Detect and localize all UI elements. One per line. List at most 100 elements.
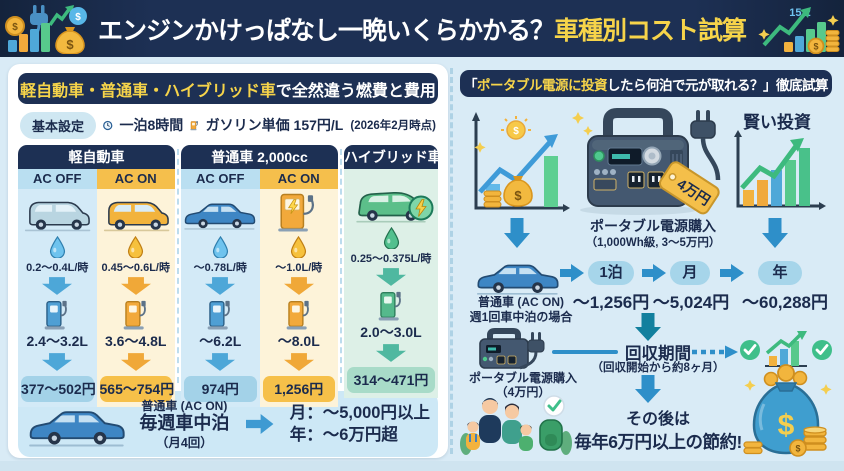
connector-line xyxy=(552,350,618,354)
dollar-glyph: $ xyxy=(514,188,522,203)
price-tag-icon: 4万円 xyxy=(658,161,720,215)
column-title: ハイブリッド車 xyxy=(344,145,442,169)
step-cost-month: ～5,024円 xyxy=(652,293,730,312)
coin-stack-icon xyxy=(803,426,827,451)
step-pill-night: 1泊 xyxy=(588,261,634,285)
sparkle-icon xyxy=(744,380,756,391)
dollar-glyph: $ xyxy=(513,126,519,137)
family-icon xyxy=(460,395,572,455)
fuel-price-value: ガソリン単価 157円/L xyxy=(205,117,344,133)
column-regular-car: 普通車 2,000cc AC OFF xyxy=(181,145,338,407)
right-arrow-icon xyxy=(642,264,666,282)
summary-headline: 毎週車中泊 xyxy=(139,412,230,433)
summary-scenario: 普通車 (AC ON) 毎週車中泊 （月4回） xyxy=(130,397,238,452)
regular-ac-on-cell: AC ON ～1.0L/時 xyxy=(259,169,338,407)
mode-label: AC ON xyxy=(259,169,338,189)
heading-rest: で全然違う燃費と費用 xyxy=(275,82,436,100)
summary-car-caption: 普通車 (AC ON) xyxy=(141,398,228,413)
savings-money-bag-icon: $ $ xyxy=(743,364,832,457)
dollar-glyph: $ xyxy=(813,42,818,52)
check-circle-icon xyxy=(812,340,832,360)
cost-value: 1,256円 xyxy=(262,376,335,402)
summary-monthly: 月：～5,000円以上 xyxy=(289,403,430,422)
fuel-price-note: (2026年2月時点) xyxy=(350,120,436,132)
up-arrow-line xyxy=(48,6,72,27)
investment-growth-chart-icon xyxy=(734,130,826,210)
fuel-pump-icon xyxy=(123,300,146,330)
fuel-volume: 3.6～4.8L xyxy=(105,333,167,349)
payback-station-note: （4万円） xyxy=(495,385,551,400)
comparison-columns: 軽自動車 AC OFF xyxy=(18,145,442,407)
purchase-note: （1,000Wh級, 3～5万円） xyxy=(585,237,721,249)
plug-icon xyxy=(519,332,545,370)
down-arrow-icon xyxy=(504,218,530,248)
money-bag-icon: $ xyxy=(55,27,85,54)
cost-value: 565～754円 xyxy=(99,376,174,402)
down-arrow-icon xyxy=(635,375,661,403)
hybrid-cell: 0.25～0.375L/時 2.0～3.0L 314～471円 xyxy=(344,169,438,398)
down-arrow-icon xyxy=(376,344,406,362)
cost-value: 974円 xyxy=(184,376,257,402)
cost-value: 377～502円 xyxy=(21,376,96,402)
investment-panel: 「ポータブル電源に投資 したら何泊で元が取れる？」徹底試算 $ $ xyxy=(458,64,838,462)
down-arrow-icon xyxy=(376,268,406,286)
consumption-rate: ～1.0L/時 xyxy=(275,262,323,274)
heading-accent: ポータブル電源に投資 xyxy=(477,77,608,93)
check-circle-icon xyxy=(740,340,760,360)
kei-ac-off-cell: AC OFF 0.2～0.4L/ xyxy=(18,169,97,407)
sun-coin-icon xyxy=(506,120,526,140)
bottom-strip xyxy=(0,461,844,471)
smart-investment-label: 賢い投資 xyxy=(743,113,811,132)
dollar-glyph: $ xyxy=(12,22,18,33)
heading-rest: したら何泊で元が取れる？」徹底試算 xyxy=(607,77,829,93)
sparkle-icon xyxy=(572,112,584,124)
left-panel-heading: 軽自動車・普通車・ハイブリッド車 で全然違う燃費と費用 xyxy=(18,73,438,104)
page-title: エンジンかけっぱなし一晩いくらかかる？車種別コスト試算 xyxy=(98,11,747,47)
consumption-rate: 0.45～0.6L/時 xyxy=(101,262,170,274)
coin-stack-icon xyxy=(743,441,763,455)
weekly-cost-summary: 普通車 (AC ON) 毎週車中泊 （月4回） 月：～5,000円以上 年：～6… xyxy=(18,391,438,457)
step-pill-month: 月 xyxy=(670,261,710,285)
consumption-rate: 0.25～0.375L/時 xyxy=(350,253,432,265)
column-divider xyxy=(177,149,179,383)
payback-note: （回収開始から約8ヶ月） xyxy=(591,362,725,374)
spending-chart-icon: $ $ xyxy=(472,112,570,212)
fuel-drop-icon xyxy=(383,227,399,249)
settings-badge: 基本設定 xyxy=(20,111,97,139)
growth-chart-icon: 15.2 $ xyxy=(758,7,840,54)
up-arrow-line xyxy=(762,10,808,47)
ev-lightning-badge-icon xyxy=(408,195,434,221)
fuel-drop-icon xyxy=(128,236,144,258)
speech-bubble-icon xyxy=(69,7,87,25)
right-arrow-icon xyxy=(720,264,744,282)
bar-chart-icon xyxy=(8,23,50,52)
down-arrow-icon xyxy=(205,353,236,371)
down-arrow-icon xyxy=(120,353,151,371)
coin-icon xyxy=(777,364,795,382)
dollar-glyph: $ xyxy=(795,444,800,454)
summary-values: 月：～5,000円以上 年：～6万円超 xyxy=(290,402,430,447)
summary-note: （月4回） xyxy=(155,436,213,451)
sparkle-icon xyxy=(583,126,593,136)
coin-stack-icon xyxy=(483,190,502,208)
page-title-accent: 車種別コスト試算 xyxy=(554,16,747,45)
sparkle-icon xyxy=(820,384,832,395)
right-arrow-icon xyxy=(560,264,584,282)
mode-label: AC OFF xyxy=(18,169,97,189)
portable-power-station-icon: 4万円 xyxy=(572,108,721,215)
right-panel-heading: 「ポータブル電源に投資 したら何泊で元が取れる？」徹底試算 xyxy=(460,70,832,97)
column-divider xyxy=(340,149,342,383)
down-arrow-icon xyxy=(42,353,73,371)
purchase-caption: ポータブル電源購入 xyxy=(590,218,716,234)
fuel-volume: ～6.2L xyxy=(199,333,242,349)
portable-power-station-small-icon xyxy=(479,328,545,370)
column-title: 軽自動車 xyxy=(18,145,175,169)
clock-icon xyxy=(103,120,113,130)
down-arrow-icon xyxy=(205,277,236,295)
fuel-pump-icon xyxy=(378,291,401,321)
fuel-drop-icon xyxy=(212,236,228,258)
column-title: 普通車 2,000cc xyxy=(181,145,338,169)
dollar-glyph: $ xyxy=(778,409,795,442)
panel-divider xyxy=(450,68,453,454)
sparkle-icon xyxy=(474,142,486,153)
